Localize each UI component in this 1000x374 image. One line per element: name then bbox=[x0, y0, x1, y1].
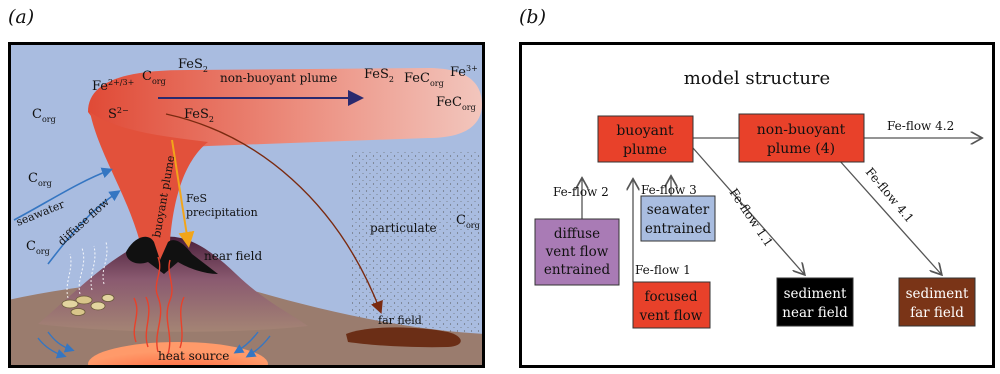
svg-text:plume: plume bbox=[623, 142, 667, 158]
vent-mound bbox=[38, 236, 308, 332]
box-diffuse-vent-flow: diffuse vent flow entrained bbox=[534, 218, 620, 286]
label-far-field: far field bbox=[378, 314, 422, 327]
rising-fluid-lines bbox=[133, 256, 185, 355]
label-fes2-lower: FeS2 bbox=[184, 107, 214, 124]
label-fes-precipitation-1: FeS bbox=[186, 192, 207, 205]
svg-text:far field: far field bbox=[910, 305, 964, 321]
model-structure-title: model structure bbox=[684, 68, 830, 89]
label-c-org-right: Corg bbox=[456, 213, 480, 230]
buoyant-plume-stem bbox=[90, 112, 208, 264]
diffuse-flow-lines bbox=[66, 241, 108, 299]
recharge-arrows bbox=[37, 331, 271, 359]
svg-text:plume (4): plume (4) bbox=[767, 141, 835, 157]
svg-text:vent flow: vent flow bbox=[639, 308, 703, 324]
label-c-org-top: Corg bbox=[142, 69, 166, 86]
svg-text:focused: focused bbox=[645, 289, 698, 305]
label-fes-precipitation-2: precipitation bbox=[186, 206, 258, 219]
flow-label-4-2: Fe-flow 4.2 bbox=[887, 119, 954, 133]
flow-label-1: Fe-flow 1 bbox=[635, 263, 691, 277]
box-seawater-entrained: seawater entrained bbox=[640, 195, 716, 242]
diffuse-flow-arrow bbox=[47, 190, 121, 265]
box-non-buoyant-plume: non-buoyant plume (4) bbox=[738, 113, 865, 163]
far-field-arrow bbox=[165, 113, 383, 314]
label-fes2-right: FeS2 bbox=[364, 67, 394, 84]
panel-a-illustration: Fe2+/3+ Corg FeS2 S2− FeS2 non-buoyant p… bbox=[8, 42, 485, 368]
label-particulate: particulate bbox=[370, 221, 437, 235]
label-c-org-left-2: Corg bbox=[28, 171, 52, 188]
panel-b-model-structure: model structure buoyant plume non-buoyan… bbox=[519, 42, 995, 368]
label-heat-source: heat source bbox=[158, 349, 229, 363]
label-fecorg-right-2: FeCorg bbox=[436, 95, 476, 112]
chimney bbox=[126, 236, 218, 274]
flow-connectors bbox=[582, 138, 981, 282]
svg-text:sediment: sediment bbox=[784, 286, 847, 302]
svg-text:sediment: sediment bbox=[906, 286, 969, 302]
box-sediment-near-field: sediment near field bbox=[776, 277, 854, 327]
box-buoyant-plume: buoyant plume bbox=[597, 115, 694, 163]
vent-fauna bbox=[61, 294, 115, 316]
svg-text:seawater: seawater bbox=[647, 202, 710, 218]
label-fe-species: Fe2+/3+ bbox=[92, 78, 134, 94]
panel-a-letter: (a) bbox=[8, 6, 35, 28]
svg-text:diffuse: diffuse bbox=[554, 226, 600, 242]
precipitation-arrow bbox=[171, 139, 195, 248]
panel-b-letter: (b) bbox=[519, 6, 546, 28]
label-c-org-left-3: Corg bbox=[26, 239, 50, 256]
label-s2: S2− bbox=[108, 106, 129, 122]
panel-a-frame bbox=[8, 42, 485, 368]
far-field-sediment bbox=[346, 327, 461, 348]
seawater-arrow bbox=[13, 167, 113, 221]
flow-label-3: Fe-flow 3 bbox=[641, 183, 697, 197]
svg-text:entrained: entrained bbox=[645, 221, 712, 237]
box-sediment-far-field: sediment far field bbox=[898, 277, 976, 327]
flow-label-2: Fe-flow 2 bbox=[553, 185, 609, 199]
svg-text:non-buoyant: non-buoyant bbox=[757, 122, 846, 138]
svg-text:vent flow: vent flow bbox=[545, 244, 609, 260]
svg-text:entrained: entrained bbox=[544, 262, 611, 278]
label-c-org-left-1: Corg bbox=[32, 107, 56, 124]
svg-text:near field: near field bbox=[782, 305, 848, 321]
label-non-buoyant-plume: non-buoyant plume bbox=[220, 71, 337, 85]
svg-text:buoyant: buoyant bbox=[616, 123, 674, 139]
heat-source-glow bbox=[88, 342, 268, 368]
label-fecorg-right: FeCorg bbox=[404, 71, 444, 88]
label-fe3-right: Fe3+ bbox=[450, 64, 478, 80]
label-near-field: near field bbox=[204, 249, 262, 263]
label-fes2-top: FeS2 bbox=[178, 57, 208, 74]
box-focused-vent-flow: focused vent flow bbox=[632, 281, 711, 329]
